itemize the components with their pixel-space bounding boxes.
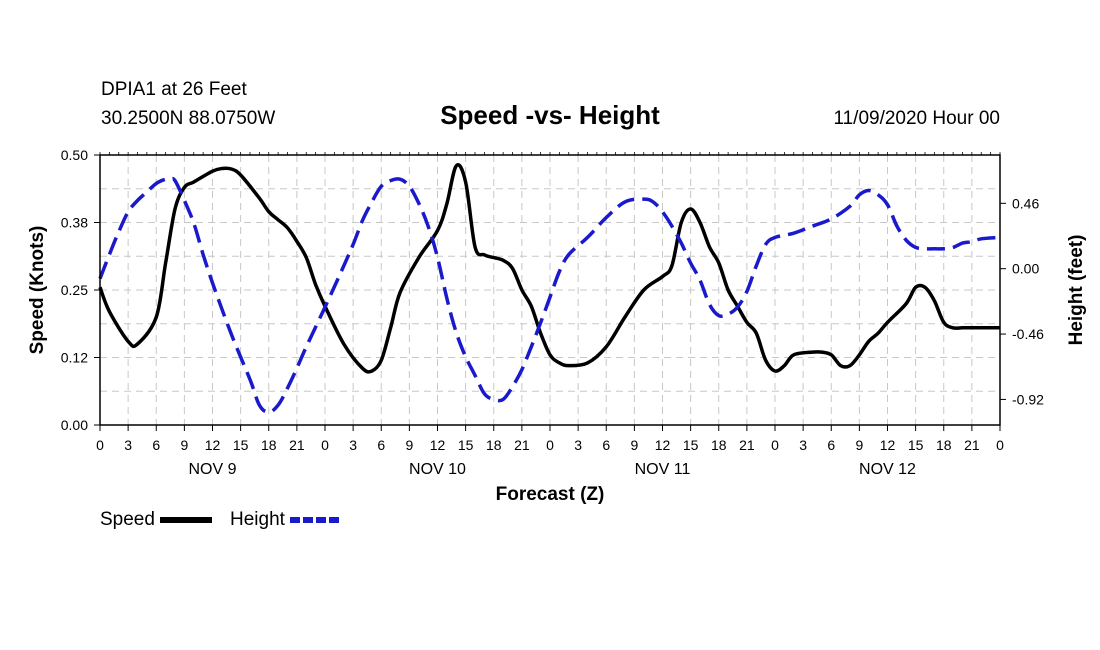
x-tick-label: 6	[377, 437, 385, 453]
x-tick-label: 21	[514, 437, 530, 453]
x-tick-label: 0	[996, 437, 1004, 453]
axes: 0 3 6 9 12 15 18 21 0 3 6 9 12 15 18 21 0 3 6 9 12 15 18 21 0 3 6 9…	[61, 147, 1044, 478]
x-tick-label: 15	[908, 437, 924, 453]
x-tick-label: 15	[233, 437, 249, 453]
x-tick-label: 6	[152, 437, 160, 453]
station-label: DPIA1 at 26 Feet	[101, 79, 247, 100]
x-tick-label: 9	[855, 437, 863, 453]
legend-speed-label: Speed	[100, 509, 155, 530]
x-tick-label: 3	[349, 437, 357, 453]
x-tick-label: 3	[124, 437, 132, 453]
y-right-axis-title: Height (feet)	[1066, 235, 1087, 346]
x-tick-label: 15	[683, 437, 699, 453]
legend: Speed Height	[100, 509, 342, 530]
x-tick-label: 18	[261, 437, 277, 453]
day-label: NOV 11	[635, 461, 691, 478]
x-tick-label: 12	[655, 437, 671, 453]
y-right-tick-label: -0.92	[1012, 391, 1044, 407]
series-line-speed	[98, 163, 1000, 374]
day-label: NOV 10	[409, 461, 466, 478]
y-right-tick-label: 0.00	[1012, 261, 1039, 277]
x-tick-label: 0	[96, 437, 104, 453]
y-left-tick-label: 0.12	[61, 350, 88, 366]
x-tick-label: 21	[739, 437, 755, 453]
x-tick-label: 12	[430, 437, 446, 453]
x-tick-label: 3	[574, 437, 582, 453]
series-layer	[98, 163, 1001, 414]
coords-label: 30.2500N 88.0750W	[101, 108, 275, 129]
chart-title: Speed -vs- Height	[440, 100, 660, 130]
y-left-tick-label: 0.50	[61, 147, 88, 163]
y-left-tick-label: 0.25	[61, 282, 88, 298]
x-tick-label: 18	[486, 437, 502, 453]
x-tick-label: 9	[180, 437, 188, 453]
x-tick-label: 6	[827, 437, 835, 453]
x-tick-label: 12	[880, 437, 896, 453]
grid	[100, 155, 1000, 425]
y-right-tick-label: -0.46	[1012, 326, 1044, 342]
x-tick-label: 9	[405, 437, 413, 453]
x-axis-title: Forecast (Z)	[496, 484, 605, 505]
x-tick-label: 6	[602, 437, 610, 453]
y-right-tick-label: 0.46	[1012, 195, 1039, 211]
x-tick-label: 0	[546, 437, 554, 453]
x-tick-label: 12	[205, 437, 221, 453]
x-tick-label: 21	[289, 437, 305, 453]
x-tick-label: 21	[964, 437, 980, 453]
x-tick-label: 15	[458, 437, 474, 453]
x-tick-label: 3	[799, 437, 807, 453]
y-left-tick-label: 0.38	[61, 215, 88, 231]
day-label: NOV 12	[859, 461, 916, 478]
x-tick-label: 0	[771, 437, 779, 453]
datetime-label: 11/09/2020 Hour 00	[833, 108, 1000, 129]
x-tick-label: 9	[630, 437, 638, 453]
x-tick-label: 18	[711, 437, 727, 453]
y-left-tick-label: 0.00	[61, 417, 88, 433]
day-label: NOV 9	[188, 461, 236, 478]
series-line-height	[98, 176, 1001, 414]
y-left-axis-title: Speed (Knots)	[27, 226, 48, 355]
x-tick-label: 0	[321, 437, 329, 453]
x-tick-label: 18	[936, 437, 952, 453]
legend-height-label: Height	[230, 509, 286, 530]
